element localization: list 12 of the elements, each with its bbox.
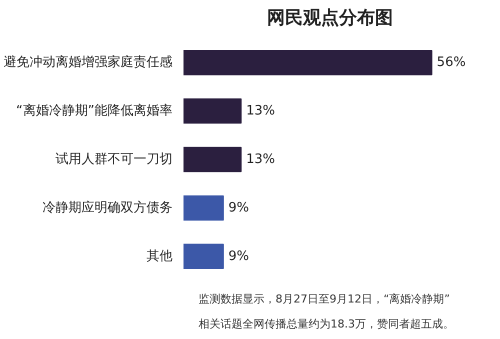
- data-label: 56%: [436, 55, 466, 70]
- chart-title: 网民观点分布图: [267, 8, 393, 28]
- data-label: 9%: [228, 200, 250, 216]
- y-tick-label: 避免冲动离婚增强家庭责任感: [4, 54, 172, 70]
- y-tick-label: “离婚冷静期”能降低离婚率: [16, 102, 173, 119]
- data-label: 13%: [246, 104, 276, 119]
- data-label: 9%: [228, 248, 250, 264]
- y-tick-label: 冷静期应明确双方债务: [42, 199, 172, 216]
- y-tick-label: 其他: [146, 248, 172, 264]
- text: 监测数据显示，8月27日至9月12日，“离婚冷静期”相关话题全网传播总量约为18.3万，赞同者超五成。: [198, 292, 454, 330]
- data-label: 13%: [246, 152, 276, 167]
- y-tick-label: 试用人群不可一刀切: [56, 152, 172, 167]
